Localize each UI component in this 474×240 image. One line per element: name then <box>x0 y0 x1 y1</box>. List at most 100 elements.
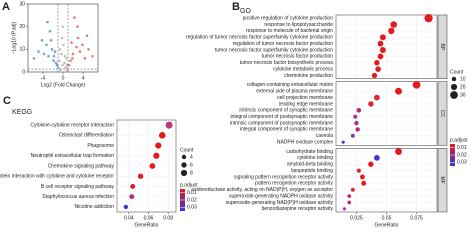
category-label: integral component of postsynaptic membr… <box>230 114 333 120</box>
point <box>81 43 84 47</box>
x-tick-label: 0.075 <box>410 215 423 221</box>
dot <box>373 154 380 161</box>
facet-strip <box>437 148 448 213</box>
category-label: regulation of tumor necrosis factor prod… <box>233 41 334 47</box>
point <box>46 20 49 24</box>
x-tick-label: 0 <box>62 75 65 81</box>
dot <box>374 60 380 66</box>
x-tick-label: 0.08 <box>163 215 173 221</box>
category-label: Osteoclast differentiation <box>59 133 114 139</box>
facet-strip <box>437 14 448 79</box>
x-tick-label: 0.05 <box>382 215 392 221</box>
dot <box>371 72 378 79</box>
category-label: intrinsic component of synaptic membrane <box>239 108 333 114</box>
point <box>85 34 89 38</box>
legend-label: 0.01 <box>457 145 467 151</box>
legend-dot <box>450 83 458 91</box>
legend-label: 30 <box>460 92 466 98</box>
point <box>63 54 67 58</box>
dot <box>342 207 346 211</box>
category-label: collagen-containing extracellular matrix <box>247 82 334 88</box>
category-label: superoxide-generating NAD(P)H oxidase ac… <box>226 200 334 206</box>
category-label: chemokine production <box>284 73 333 79</box>
point <box>64 66 67 69</box>
dot <box>368 101 374 107</box>
category-label: integral component of synaptic membrane <box>240 127 333 133</box>
y-tick-label: 30 <box>19 1 25 7</box>
legend-label: 10 <box>460 76 466 82</box>
legend-label: 0.03 <box>457 160 467 166</box>
chart-title: GO <box>240 8 251 15</box>
category-label: superoxide-generating NADPH oxidase acti… <box>229 193 333 199</box>
legend-label: 8 <box>190 170 193 176</box>
legend-label: 0.02 <box>187 197 197 203</box>
panel-letter: C <box>3 95 11 107</box>
category-label: Cytokine-cytokine receptor interaction <box>30 122 114 128</box>
x-tick-label: 0.04 <box>124 215 134 221</box>
x-tick-label: 4 <box>82 75 85 81</box>
category-label: Viral protein interaction with cytokine … <box>0 174 114 180</box>
panel-letter: B <box>232 1 240 13</box>
legend-dot <box>450 91 458 99</box>
dot <box>354 120 359 126</box>
point <box>60 52 63 56</box>
category-label: lipopeptide binding <box>291 168 333 174</box>
y-tick-label: 20 <box>19 24 25 30</box>
category-label: tumor necrosis factor biosynthetic proce… <box>240 60 334 66</box>
category-label: benzodiazepine receptor activity <box>262 206 334 212</box>
point <box>61 25 65 28</box>
dot <box>165 121 173 129</box>
category-label: Phagosome <box>87 143 114 149</box>
category-label: cytokine metabolic process <box>273 66 334 72</box>
legend-dot <box>181 154 187 160</box>
dot <box>158 132 166 139</box>
point <box>58 48 62 51</box>
dot <box>353 114 358 119</box>
category-label: positive regulation of cytokine producti… <box>243 16 334 22</box>
point <box>58 59 61 62</box>
point <box>61 63 64 67</box>
dot <box>368 161 374 167</box>
category-label: B cell receptor signaling pathway <box>41 184 115 190</box>
legend-label: 0.01 <box>187 190 197 196</box>
panel-letter: A <box>2 1 10 13</box>
category-label: external side of plasma membrane <box>256 89 333 95</box>
dot <box>123 204 129 210</box>
dot <box>379 47 386 53</box>
dot <box>129 194 135 200</box>
point <box>76 36 80 40</box>
point <box>67 63 71 67</box>
dot <box>153 152 160 159</box>
legend-title: Count <box>180 147 194 153</box>
point <box>71 57 74 60</box>
dot <box>390 21 397 28</box>
legend-title: p.adjust <box>450 137 468 143</box>
dot <box>350 187 355 192</box>
category-label: amyloid-beta binding <box>287 162 333 168</box>
category-label: caveola <box>316 133 333 139</box>
point <box>87 48 90 51</box>
point <box>48 29 52 33</box>
dot <box>412 81 421 89</box>
legend-title: Count <box>450 69 464 75</box>
point <box>40 38 44 42</box>
dot <box>377 53 384 60</box>
legend-label: 6 <box>190 162 193 168</box>
dot <box>155 142 162 149</box>
legend-label: 0.03 <box>187 205 197 211</box>
point <box>62 43 65 47</box>
point <box>65 57 68 60</box>
legend-label: 0.02 <box>457 152 467 158</box>
dot <box>347 194 352 198</box>
dot <box>149 163 156 169</box>
point <box>63 61 66 65</box>
x-tick-label: -4 <box>41 75 46 81</box>
category-label: intrinsic component of postsynaptic memb… <box>230 120 333 126</box>
category-label: cytokine binding <box>297 155 333 161</box>
legend-label: 20 <box>460 84 466 90</box>
legend-title: p.adjust <box>180 182 198 188</box>
category-label: response to molecule of bacterial origin <box>246 28 333 34</box>
dot <box>379 34 386 41</box>
category-label: response to lipopolysaccharide <box>264 22 333 28</box>
point <box>78 50 82 53</box>
